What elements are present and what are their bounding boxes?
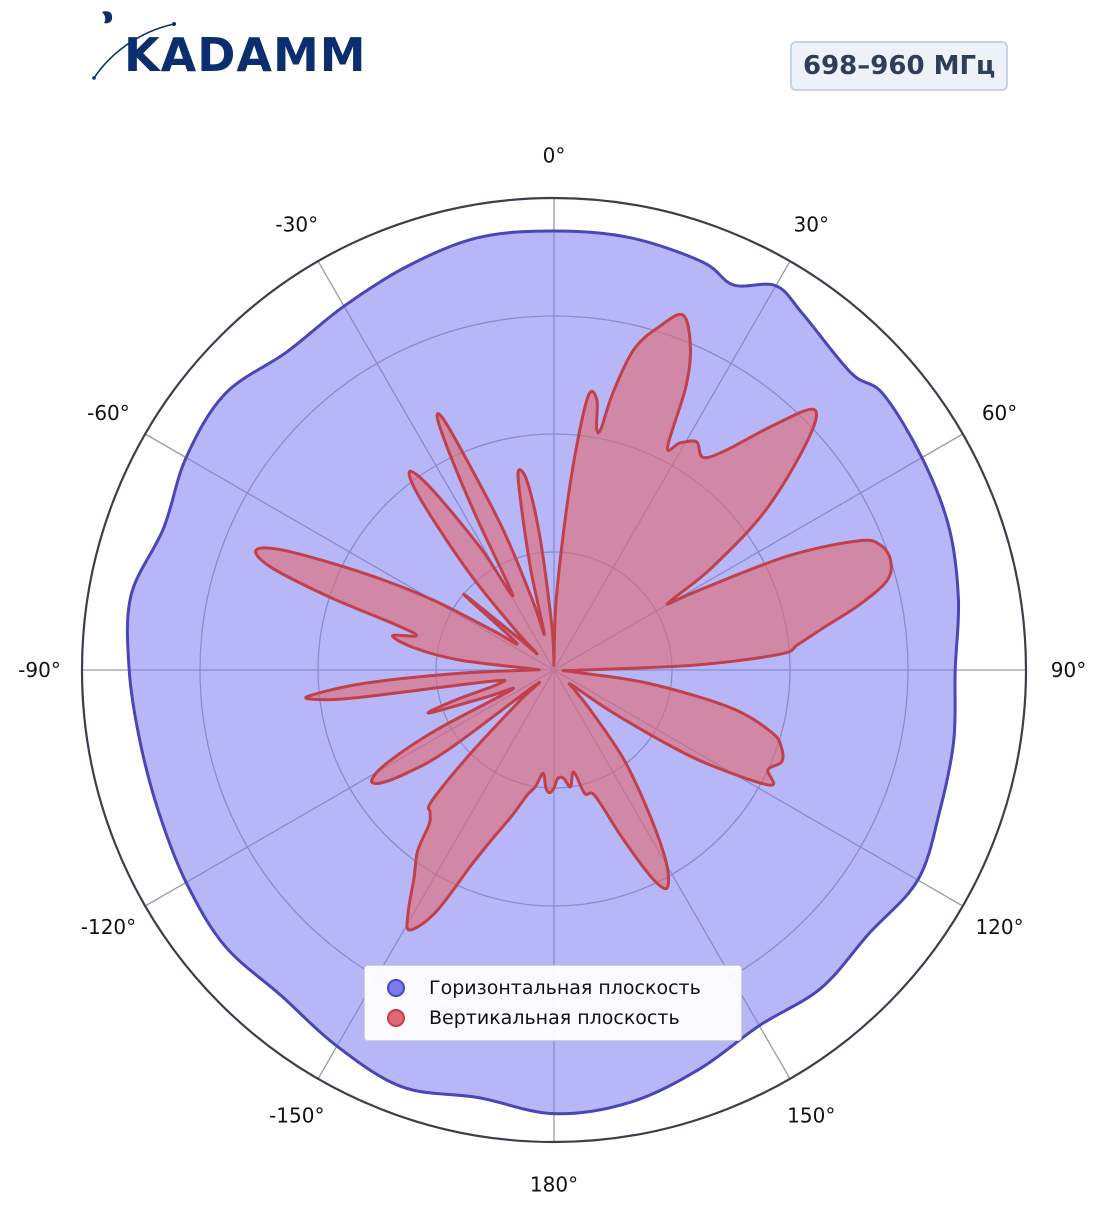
angle-tick-label: -90° — [18, 658, 61, 682]
frequency-band-badge: 698–960 МГц — [790, 41, 1009, 91]
legend-item-vertical: Вертикальная плоскость — [387, 1007, 680, 1029]
angular-tick-labels: 0° 30° 60° 90° 120° 150° 180° -150° -120° -90° -60… — [18, 144, 1086, 1197]
angle-tick-label: -60° — [87, 401, 130, 425]
angle-tick-label: 30° — [794, 212, 829, 236]
angle-tick-label: -150° — [269, 1104, 324, 1128]
angle-tick-label: 60° — [982, 401, 1017, 425]
angle-tick-label: 120° — [975, 915, 1023, 939]
series-layer — [125, 229, 961, 1116]
angle-tick-label: 150° — [787, 1104, 835, 1128]
logo-swoosh-icon — [92, 11, 176, 80]
chart-legend: Горизонтальная плоскость Вертикальная пл… — [364, 965, 742, 1041]
legend-label-horizontal: Горизонтальная плоскость — [429, 977, 701, 999]
series-vertical-area — [254, 312, 893, 932]
angle-tick-label: 180° — [530, 1172, 578, 1196]
polar-outer-frame — [80, 196, 1028, 1144]
legend-item-horizontal: Горизонтальная плоскость — [387, 977, 701, 999]
legend-label-vertical: Вертикальная плоскость — [429, 1007, 680, 1029]
angle-tick-label: 90° — [1051, 658, 1086, 682]
polar-frame — [80, 196, 1028, 1144]
kadamm-logo: KADAMM — [88, 6, 368, 86]
legend-marker-vertical — [387, 1009, 405, 1027]
logo-wordmark: KADAMM — [124, 28, 367, 82]
legend-marker-horizontal — [387, 979, 405, 997]
angle-tick-label: -120° — [81, 915, 136, 939]
angle-tick-label: 0° — [543, 144, 566, 168]
angle-tick-label: -30° — [275, 212, 318, 236]
